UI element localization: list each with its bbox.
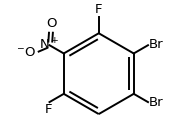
- Text: Br: Br: [149, 38, 164, 51]
- Text: F: F: [95, 3, 103, 16]
- Text: $^{-}$O: $^{-}$O: [16, 46, 36, 59]
- Text: $\mathdefault{N}^+$: $\mathdefault{N}^+$: [39, 38, 60, 53]
- Text: O: O: [46, 17, 57, 30]
- Text: F: F: [44, 103, 52, 116]
- Text: Br: Br: [149, 96, 164, 109]
